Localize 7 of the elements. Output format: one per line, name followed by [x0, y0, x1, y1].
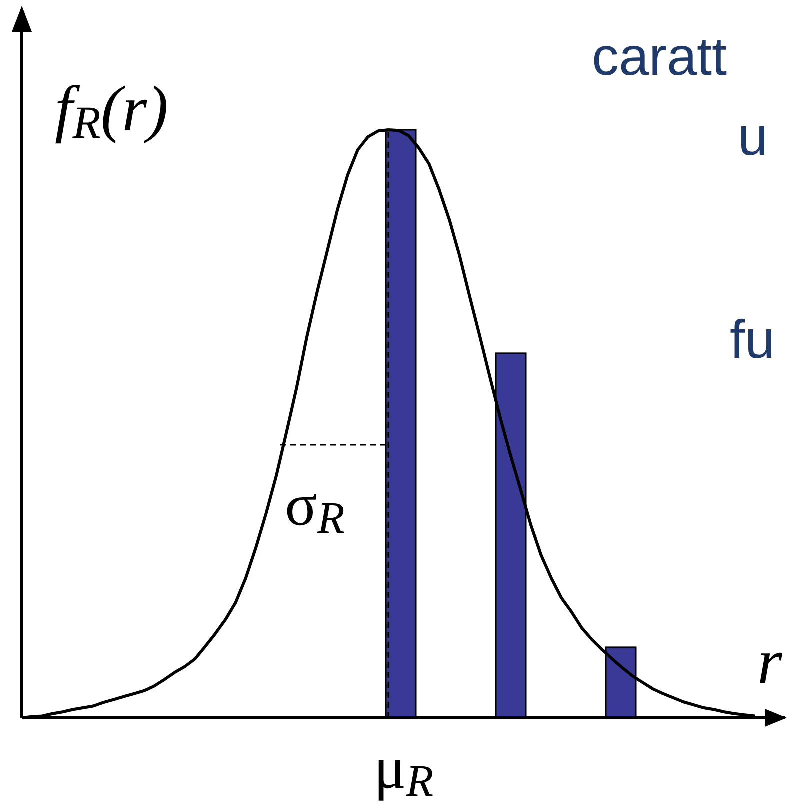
annotation: σ$_{R}$ — [285, 472, 345, 544]
text: μ$_{R}$ — [374, 735, 434, 806]
annotation: u — [738, 107, 768, 167]
x-axis-title: r — [758, 626, 784, 697]
annotation: fu — [730, 310, 776, 370]
text: caratt — [592, 27, 728, 87]
y-axis-title: f$_{R}$(r) — [55, 73, 168, 148]
